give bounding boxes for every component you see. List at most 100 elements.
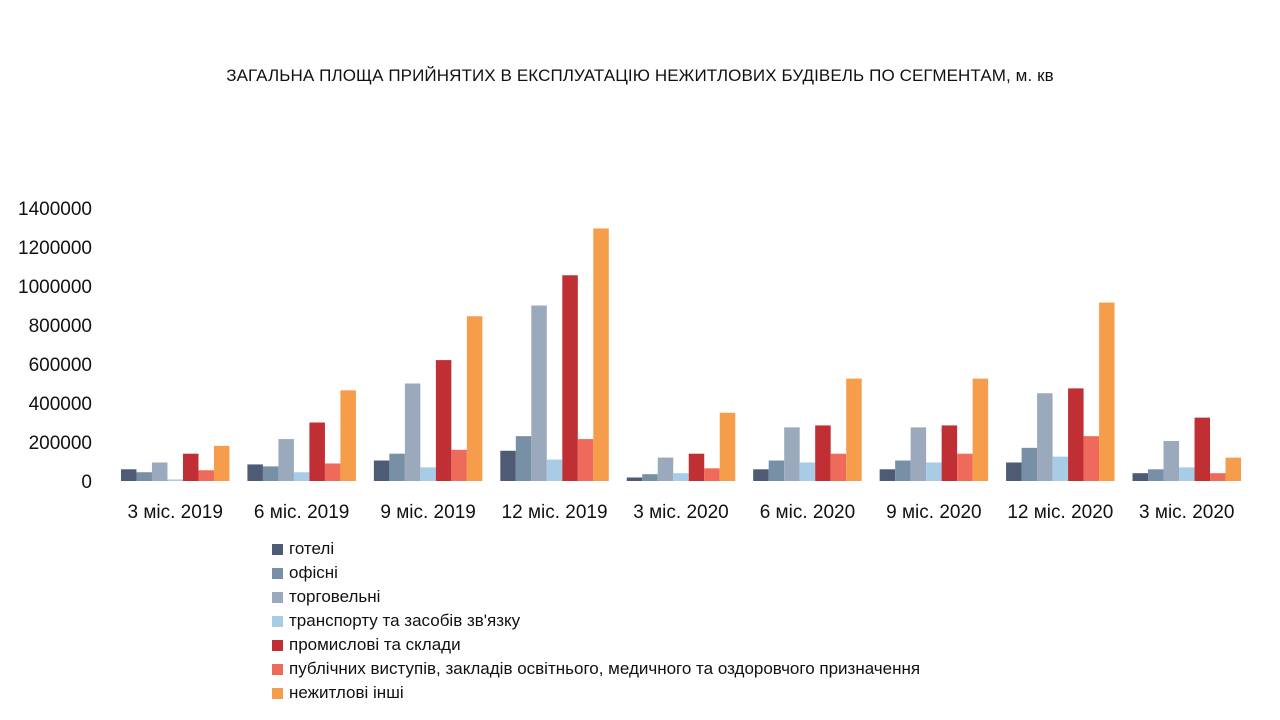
bar <box>531 305 547 481</box>
bar <box>324 463 341 481</box>
bar <box>247 464 263 481</box>
x-tick-label: 3 міс. 2020 <box>633 502 728 523</box>
x-tick-label: 9 міс. 2020 <box>886 502 981 523</box>
bar <box>910 427 927 482</box>
legend-item: публічних виступів, закладів освітнього,… <box>272 657 920 681</box>
legend-swatch <box>272 687 283 699</box>
bar <box>879 469 896 481</box>
legend-swatch <box>272 615 283 627</box>
bar <box>435 360 452 481</box>
bar <box>1210 473 1226 481</box>
bar <box>815 425 831 481</box>
x-tick-label: 3 міс. 2019 <box>127 502 222 523</box>
bar <box>895 460 911 481</box>
bar <box>941 425 958 481</box>
bar <box>957 453 973 481</box>
x-tick-label: 3 міс. 2020 <box>1139 502 1234 523</box>
legend-label: готелі <box>289 539 335 558</box>
bar <box>198 470 214 481</box>
bar <box>309 422 325 481</box>
bar <box>1194 417 1211 482</box>
bar <box>1006 462 1022 481</box>
bar <box>799 462 816 481</box>
bar <box>451 449 467 481</box>
bar <box>1132 473 1149 481</box>
x-tick-label: 6 міс. 2020 <box>760 502 855 523</box>
bar <box>704 468 720 481</box>
legend-item: торговельні <box>272 585 920 609</box>
bar <box>784 427 800 482</box>
bar <box>1179 467 1195 481</box>
y-tick-label: 1400000 <box>18 199 92 220</box>
bar <box>1037 393 1053 481</box>
bar <box>136 472 152 481</box>
bar <box>1083 436 1100 481</box>
x-tick-label: 9 міс. 2019 <box>380 502 475 523</box>
bar <box>1148 469 1164 481</box>
bar <box>120 469 137 481</box>
bar <box>642 474 658 481</box>
bar <box>926 462 942 481</box>
chart-title: ЗАГАЛЬНА ПЛОЩА ПРИЙНЯТИХ В ЕКСПЛУАТАЦІЮ … <box>226 66 1054 85</box>
bar <box>688 453 705 481</box>
bar <box>577 439 594 481</box>
legend-swatch <box>272 567 283 579</box>
bars <box>120 228 1242 482</box>
legend: готелі офісні торговельні транспорту та зас… <box>272 537 920 705</box>
bar <box>753 469 769 481</box>
bar <box>515 436 532 481</box>
bar <box>546 459 563 481</box>
bar <box>626 477 643 481</box>
bar <box>404 383 421 481</box>
bar <box>593 228 609 481</box>
legend-label: офісні <box>289 563 338 582</box>
legend-label: нежитлові інші <box>289 683 404 702</box>
bar <box>340 390 356 481</box>
y-axis-ticks: 0 200000 400000 600000 800000 1000000 1200000 1… <box>18 199 92 493</box>
bar <box>278 439 294 481</box>
legend-label: транспорту та засобів зв'язку <box>289 611 521 630</box>
x-tick-label: 6 міс. 2019 <box>254 502 349 523</box>
bar <box>1068 388 1084 482</box>
bar <box>1021 447 1038 481</box>
y-tick-label: 0 <box>81 472 92 493</box>
legend-item: готелі <box>272 537 920 561</box>
bar <box>389 453 405 481</box>
legend-label: публічних виступів, закладів освітнього,… <box>289 659 921 678</box>
y-tick-label: 1000000 <box>18 277 92 298</box>
bar <box>657 457 674 481</box>
bar <box>373 460 390 481</box>
legend-item: нежитлові інші <box>272 681 920 705</box>
bar <box>1052 456 1069 482</box>
bar <box>1099 302 1115 481</box>
bar <box>1225 457 1242 481</box>
y-tick-label: 600000 <box>29 355 92 376</box>
legend-swatch <box>272 663 283 675</box>
bar <box>500 450 516 481</box>
x-tick-label: 12 міс. 2020 <box>1007 502 1113 523</box>
bar <box>151 462 168 481</box>
bar <box>262 466 279 482</box>
bar <box>1163 441 1180 481</box>
x-axis-labels: 3 міс. 2019 6 міс. 2019 9 міс. 2019 12 міс.… <box>127 502 1234 523</box>
legend-swatch <box>272 639 283 651</box>
y-tick-label: 1200000 <box>18 238 92 259</box>
bar <box>972 378 989 482</box>
bar <box>466 316 483 481</box>
bar <box>830 453 847 481</box>
bar <box>562 275 578 481</box>
y-tick-label: 800000 <box>29 316 92 337</box>
bar <box>213 445 230 481</box>
bar <box>420 467 436 481</box>
y-tick-label: 400000 <box>29 394 92 415</box>
bar <box>768 460 785 481</box>
bar <box>182 453 199 481</box>
legend-label: промислові та склади <box>289 635 461 654</box>
legend-swatch <box>272 591 283 603</box>
bar <box>673 473 689 481</box>
legend-swatch <box>272 543 283 555</box>
bar <box>846 378 862 482</box>
y-tick-label: 200000 <box>29 433 92 454</box>
bar <box>167 479 183 481</box>
